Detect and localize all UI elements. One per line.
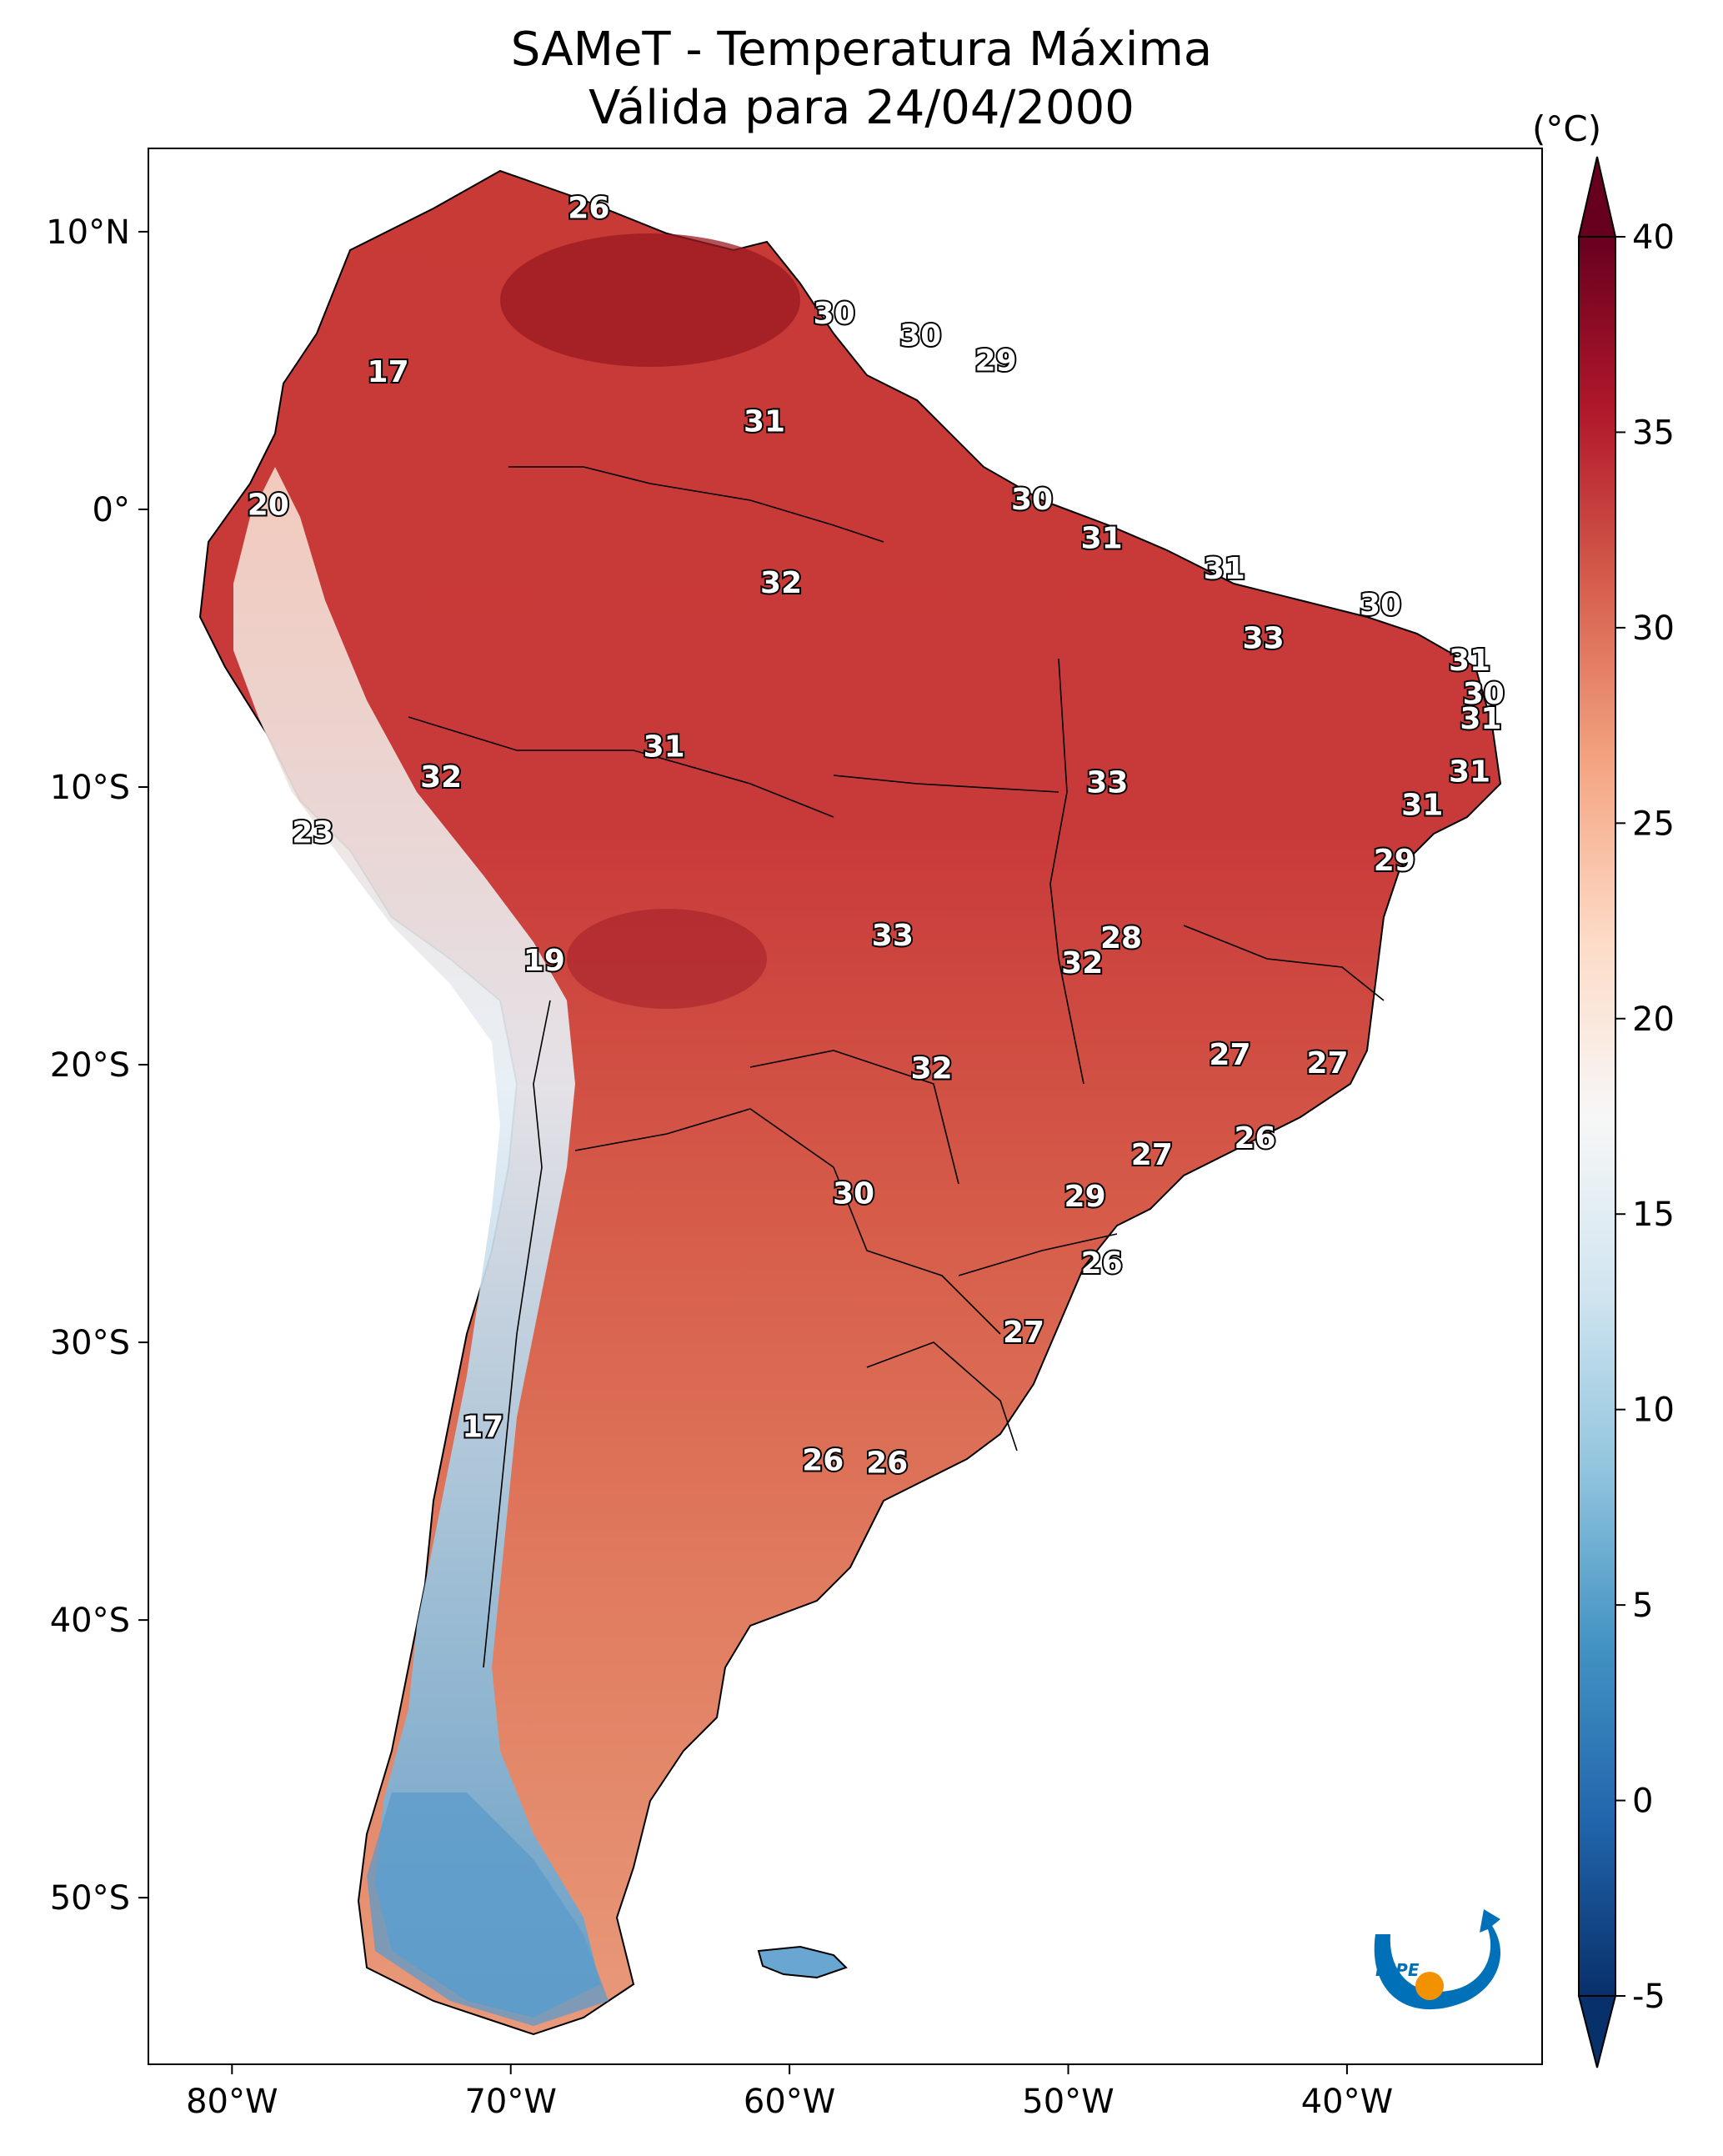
- logo-text: INPE: [1375, 1960, 1420, 1980]
- colorbar-tick-label: 10: [1632, 1391, 1675, 1430]
- colorbar-tick-label: 5: [1632, 1587, 1653, 1625]
- contour-label: 20: [248, 489, 289, 523]
- contour-label: 31: [744, 405, 785, 439]
- contour-label: 31: [1204, 552, 1245, 586]
- latitude-tick-label: 40°S: [50, 1602, 130, 1640]
- colorbar-ticks: 40 35 30 25 20 15 10 5 0 -5: [1615, 218, 1675, 2016]
- colorbar-unit: (°C): [1532, 108, 1602, 149]
- longitude-tick-label: 60°W: [744, 2083, 835, 2121]
- contour-label: 26: [568, 191, 609, 225]
- contour-label: 26: [866, 1447, 908, 1481]
- longitude-tick-label: 50°W: [1022, 2083, 1114, 2121]
- map-title: SAMeT - Temperatura Máxima: [510, 23, 1213, 77]
- colorbar-tick-label: 20: [1632, 1000, 1675, 1039]
- longitude-axis: 80°W 70°W 60°W 50°W 40°W: [186, 2064, 1393, 2121]
- colorbar-tick-label: 30: [1632, 609, 1675, 648]
- latitude-tick-label: 10°S: [50, 769, 130, 807]
- contour-label: 30: [814, 297, 855, 331]
- contour-label: 19: [523, 944, 565, 978]
- contour-label: 27: [1003, 1316, 1044, 1350]
- contour-label: 30: [833, 1177, 874, 1211]
- contour-label: 27: [1209, 1038, 1250, 1072]
- colorbar-tick-label: 0: [1632, 1782, 1653, 1821]
- contour-label: 31: [1081, 522, 1123, 556]
- contour-label: 29: [1064, 1180, 1106, 1214]
- colorbar-extend-max: [1577, 156, 1617, 238]
- colorbar-tick-label: 25: [1632, 805, 1675, 843]
- logo-swoosh: [1374, 1909, 1500, 2010]
- contour-label: 26: [1235, 1121, 1276, 1156]
- colorbar-tick-label: 40: [1632, 218, 1675, 257]
- colorbar-tick-label: 15: [1632, 1196, 1675, 1234]
- contour-label: 26: [802, 1443, 844, 1477]
- contour-label: 33: [1086, 766, 1128, 800]
- contour-label: 30: [899, 318, 941, 353]
- colorbar: 40 35 30 25 20 15 10 5 0 -5: [1577, 156, 1675, 2068]
- longitude-tick-label: 40°W: [1301, 2083, 1393, 2121]
- contour-label: 29: [1374, 844, 1415, 878]
- hot-core-center: [567, 909, 767, 1009]
- logo-orb: [1415, 1972, 1444, 2000]
- contour-label: 32: [420, 760, 462, 795]
- contour-label: 31: [1449, 644, 1490, 678]
- latitude-axis: 10°N 0° 10°S 20°S 30°S 40°S 50°S: [46, 213, 148, 1918]
- contour-label: 32: [1061, 946, 1103, 980]
- colorbar-extend-min: [1577, 1995, 1617, 2068]
- latitude-tick-label: 0°: [93, 491, 130, 529]
- contour-label: 17: [462, 1410, 503, 1444]
- political-borders: [408, 466, 1385, 1668]
- andes-cool-band: [233, 467, 600, 2018]
- contour-label: 28: [1100, 921, 1142, 955]
- latitude-tick-label: 20°S: [50, 1046, 130, 1085]
- inpe-logo: INPE: [1374, 1909, 1500, 2010]
- falkland-islands: [757, 1945, 848, 1979]
- contour-label: 23: [292, 816, 333, 850]
- contour-label: 30: [1463, 677, 1505, 711]
- contour-label: 27: [1306, 1046, 1348, 1081]
- longitude-tick-label: 70°W: [464, 2083, 556, 2121]
- contour-label: 33: [872, 919, 914, 953]
- longitude-tick-label: 80°W: [186, 2083, 278, 2121]
- colorbar-tick-label: -5: [1632, 1978, 1665, 2016]
- colorbar-tick-label: 35: [1632, 414, 1675, 452]
- contour-label: 31: [644, 730, 685, 764]
- contour-label: 30: [1360, 589, 1401, 623]
- latitude-tick-label: 30°S: [50, 1324, 130, 1362]
- latitude-tick-label: 50°S: [50, 1879, 130, 1918]
- map-frame: [148, 148, 1543, 2065]
- contour-label: 32: [911, 1052, 953, 1086]
- contour-label: 32: [760, 566, 802, 600]
- latitude-tick-label: 10°N: [46, 213, 130, 252]
- contour-label: 31: [1449, 755, 1490, 789]
- contour-label: 33: [1243, 621, 1285, 655]
- contour-label: 31: [1460, 702, 1501, 736]
- colorbar-body: [1578, 236, 1616, 1997]
- patagonia-cold: [367, 1792, 609, 2026]
- hot-core-north: [500, 233, 800, 367]
- contour-label: 27: [1131, 1138, 1173, 1172]
- contour-label: 17: [368, 355, 409, 389]
- contour-label: 31: [1401, 788, 1443, 822]
- contour-label: 30: [1011, 483, 1053, 517]
- contour-label: 29: [975, 343, 1017, 378]
- contour-label: 26: [1081, 1246, 1123, 1281]
- map-subtitle: Válida para 24/04/2000: [589, 81, 1134, 135]
- map-area: [148, 148, 1542, 2064]
